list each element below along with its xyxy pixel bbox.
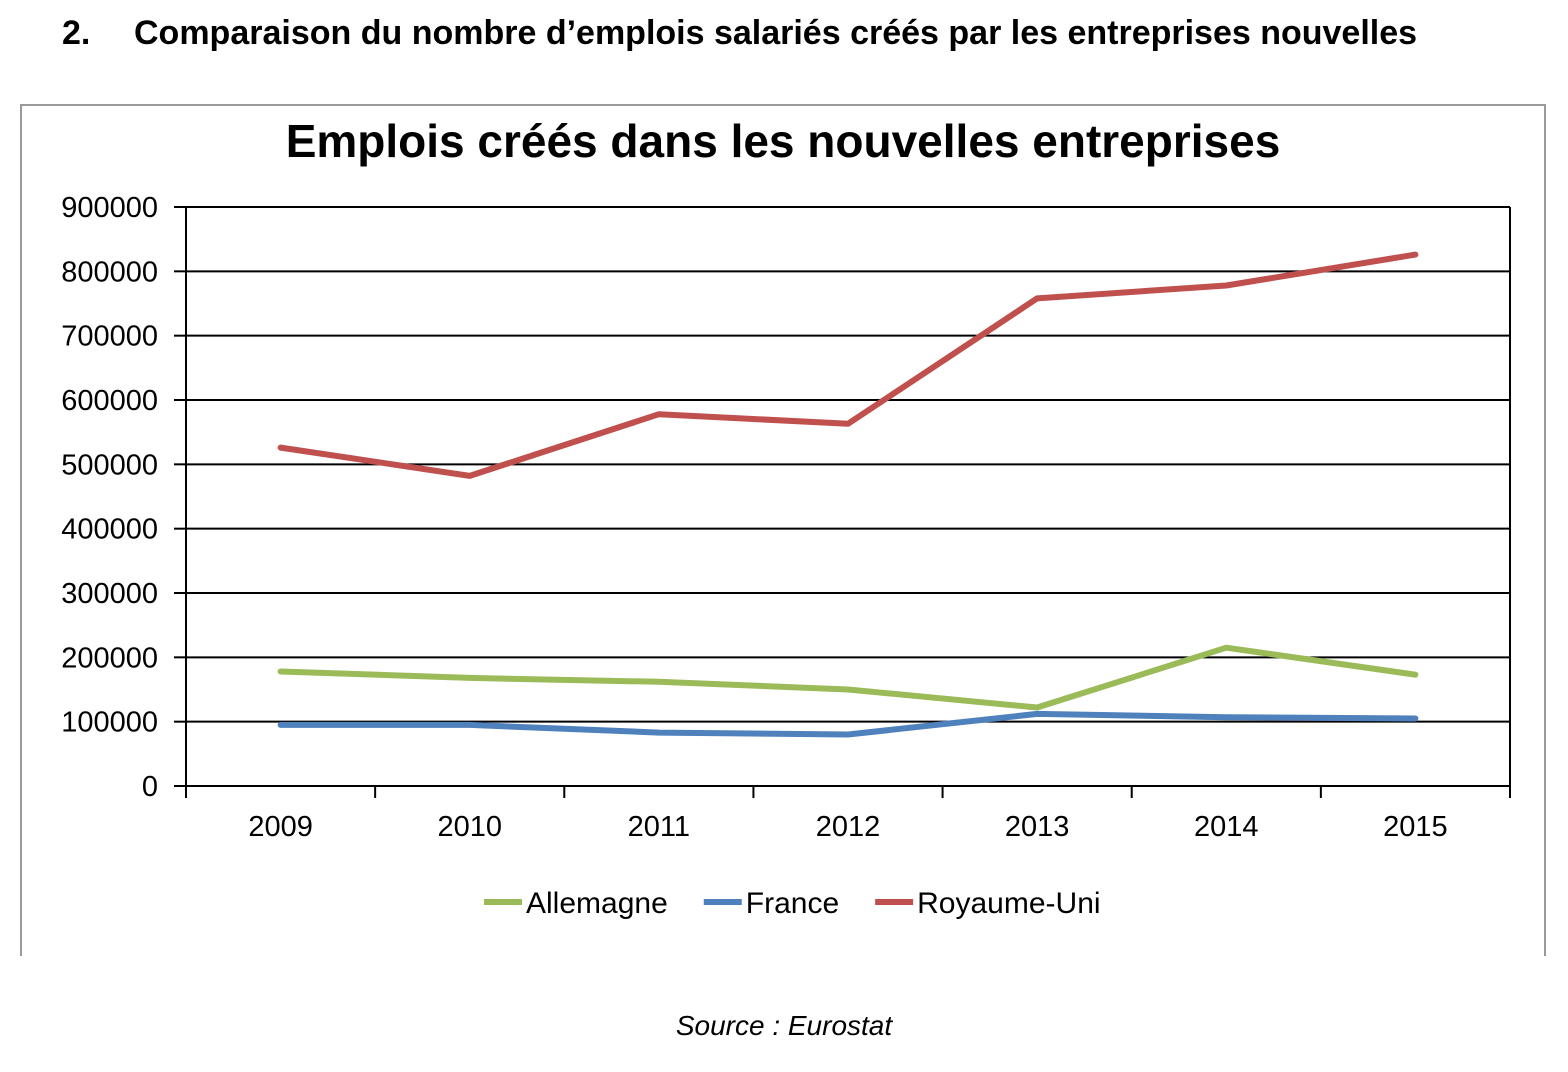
x-tick-label: 2009	[248, 811, 313, 843]
chart-frame	[20, 104, 1546, 956]
y-tick-label: 300000	[61, 578, 158, 610]
series-line-royaume-uni	[277, 251, 1419, 479]
y-tick-label: 0	[142, 771, 158, 803]
chart-title: Emplois créés dans les nouvelles entrepr…	[286, 115, 1281, 167]
source-note: Source : Eurostat	[675, 1010, 893, 1041]
y-tick-label: 600000	[61, 385, 158, 417]
x-tick-label: 2015	[1383, 811, 1448, 843]
legend-label-france: France	[746, 887, 839, 920]
y-tick-label: 100000	[61, 707, 158, 739]
x-tick-label: 2010	[437, 811, 502, 843]
legend-label-royaume-uni: Royaume-Uni	[917, 887, 1100, 920]
section-number: 2.	[62, 14, 91, 52]
x-tick-label: 2014	[1194, 811, 1259, 843]
y-tick-label: 400000	[61, 514, 158, 546]
series-line-allemagne	[277, 644, 1419, 711]
y-tick-label: 900000	[61, 192, 158, 224]
section-title: Comparaison du nombre d’emplois salariés…	[134, 14, 1418, 52]
y-tick-label: 500000	[61, 449, 158, 481]
section-heading: 2. Comparaison du nombre d’emplois salari…	[62, 14, 1417, 53]
x-tick-label: 2012	[816, 811, 881, 843]
legend-label-allemagne: Allemagne	[526, 887, 668, 920]
series-line-france	[277, 710, 1419, 738]
x-tick-label: 2013	[1005, 811, 1070, 843]
y-tick-label: 700000	[61, 321, 158, 353]
x-tick-label: 2011	[628, 811, 690, 843]
line-chart: Emplois créés dans les nouvelles entrepr…	[61, 115, 1511, 920]
y-tick-label: 800000	[61, 256, 158, 288]
y-tick-label: 200000	[61, 642, 158, 674]
